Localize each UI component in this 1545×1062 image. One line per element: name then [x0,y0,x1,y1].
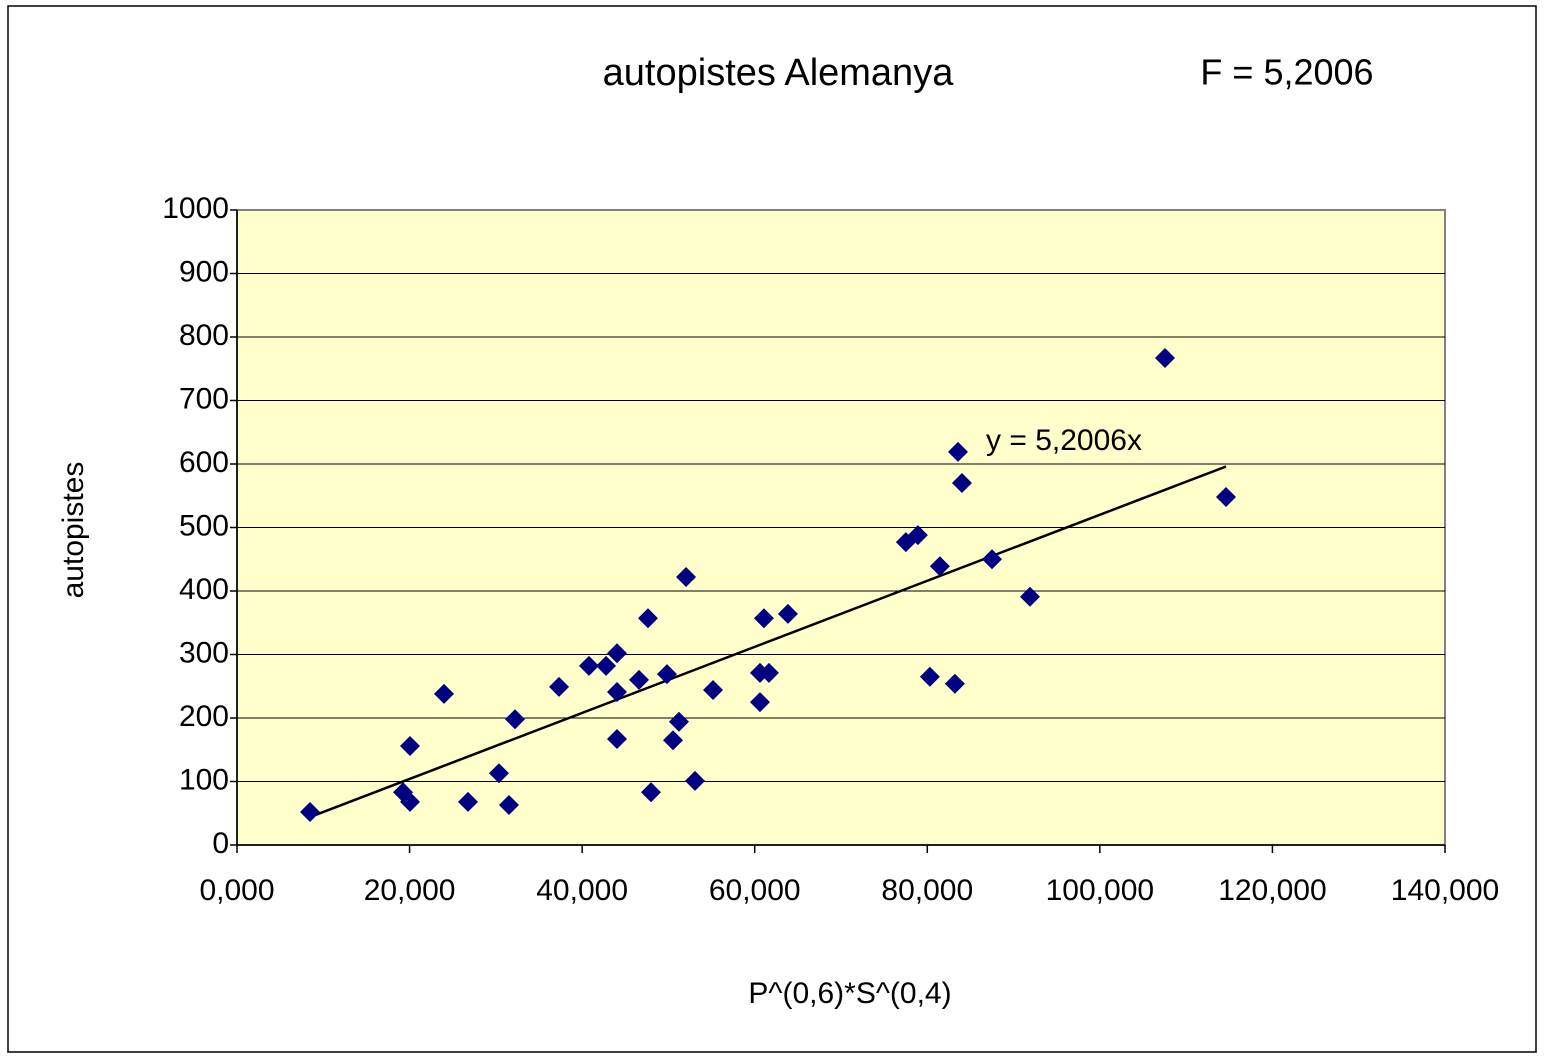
y-tick-label: 500 [179,509,229,542]
point [668,711,689,732]
point [777,603,798,624]
point [299,801,320,822]
y-tick-label: 900 [179,255,229,288]
y-tick-label: 200 [179,700,229,733]
point [907,525,928,546]
point [498,794,519,815]
y-tick-label: 100 [179,763,229,796]
y-axis-label: autopistes [57,462,90,599]
x-tick-label: 120,000 [1218,874,1326,907]
x-tick-label: 60,000 [709,874,801,907]
point [656,664,677,685]
point [457,791,478,812]
point [948,441,969,462]
point [663,730,684,751]
x-tick-label: 140,000 [1391,874,1499,907]
trendline-label: y = 5,2006x [986,424,1142,457]
point [753,608,774,629]
trendline [309,465,1227,819]
y-tick-label: 400 [179,573,229,606]
x-axis-label: P^(0,6)*S^(0,4) [748,977,951,1010]
y-tick-label: 0 [212,827,229,860]
point [703,680,724,701]
point [1155,347,1176,368]
point [400,791,421,812]
y-tick-label: 800 [179,319,229,352]
point [488,763,509,784]
point [505,709,526,730]
point [1019,586,1040,607]
point [607,643,628,664]
point [676,567,697,588]
point [951,473,972,494]
point [982,549,1002,570]
point [749,692,770,713]
subtitle: F = 5,2006 [1200,52,1373,93]
x-tick-label: 40,000 [536,874,628,907]
point [607,681,628,702]
point [629,669,650,690]
y-tick-label: 1000 [162,192,229,225]
point [433,683,454,704]
chart-title: autopistes Alemanya [603,52,955,94]
point [685,770,706,791]
point [758,662,779,683]
point [929,556,950,577]
x-tick-label: 100,000 [1046,874,1154,907]
point [944,673,965,694]
x-tick-label: 20,000 [364,874,456,907]
y-tick-label: 700 [179,382,229,415]
y-tick-label: 600 [179,446,229,479]
x-tick-label: 80,000 [881,874,973,907]
point [400,735,421,756]
point [549,676,570,697]
y-tick-label: 300 [179,636,229,669]
point [607,728,628,749]
point [640,782,661,803]
point [1216,487,1237,508]
x-tick-label: 0,000 [199,874,274,907]
point [578,655,599,676]
point [919,666,940,687]
point [596,655,617,676]
point [637,608,658,629]
